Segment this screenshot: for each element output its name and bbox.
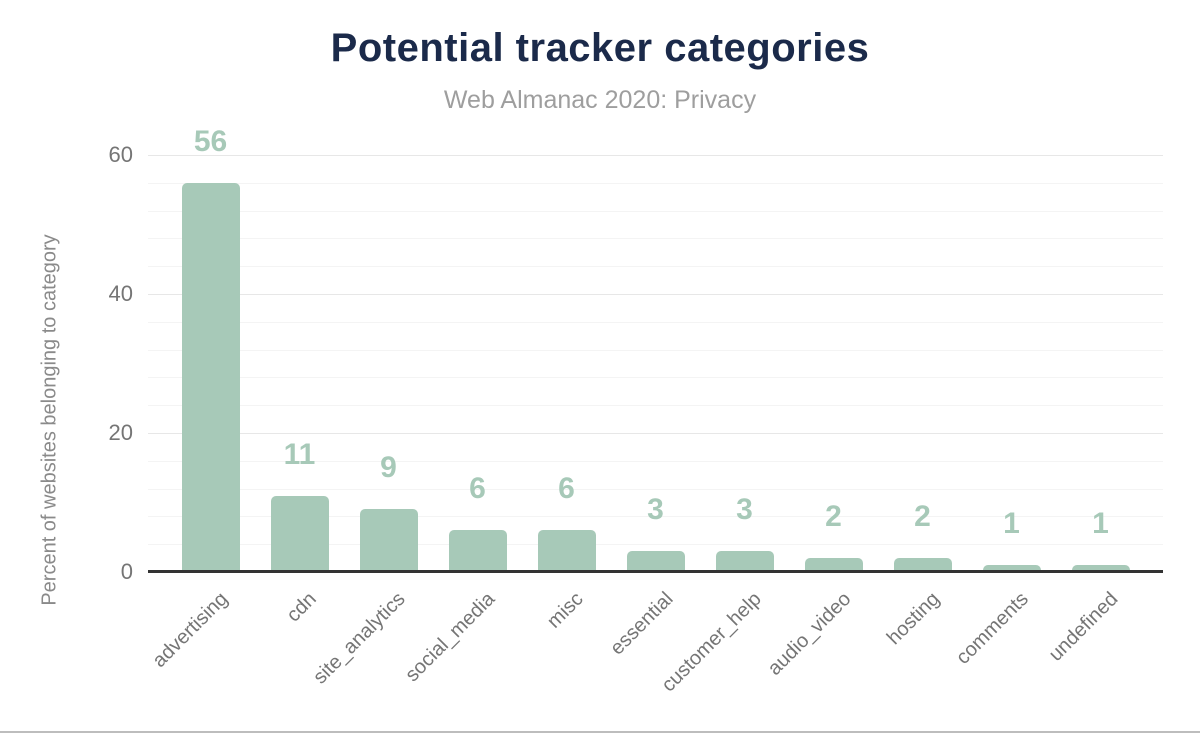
bar-customer_help [715, 551, 774, 572]
bar-site_analytics [359, 509, 418, 572]
minor-gridline [148, 349, 1163, 351]
minor-gridline [148, 488, 1163, 490]
bottom-divider [0, 731, 1200, 733]
x-tick-label-site_analytics: site_analytics [309, 588, 411, 689]
value-label-misc: 6 [558, 472, 575, 506]
minor-gridline [148, 377, 1163, 379]
value-label-customer_help: 3 [736, 493, 753, 527]
bar-misc [537, 530, 596, 572]
y-tick-label: 40 [108, 281, 133, 306]
bar-advertising [181, 182, 240, 572]
value-label-undefined: 1 [1092, 507, 1109, 541]
chart-subtitle: Web Almanac 2020: Privacy [443, 86, 757, 114]
minor-gridline [148, 516, 1163, 518]
minor-gridline [148, 544, 1163, 546]
value-label-cdn: 11 [283, 437, 316, 471]
value-label-comments: 1 [1003, 507, 1020, 541]
x-tick-label-social_media: social_media [400, 588, 500, 687]
minor-gridline [148, 460, 1163, 462]
minor-gridline [148, 405, 1163, 407]
major-gridline [148, 155, 1163, 156]
bar-essential [626, 551, 685, 572]
y-tick-label: 0 [120, 559, 133, 584]
value-label-advertising: 56 [193, 124, 228, 158]
bar-audio_video [804, 558, 863, 572]
value-label-essential: 3 [647, 493, 664, 527]
x-tick-label-advertising: advertising [148, 588, 233, 672]
minor-gridline [148, 210, 1163, 212]
bar-undefined [1071, 565, 1130, 572]
x-tick-label-comments: comments [952, 588, 1034, 669]
x-tick-label-essential: essential [605, 588, 678, 660]
major-gridline [148, 294, 1163, 295]
bar-comments [982, 565, 1041, 572]
x-tick-label-cdn: cdn [282, 588, 322, 627]
bar-hosting [893, 558, 952, 572]
minor-gridline [148, 238, 1163, 240]
value-label-audio_video: 2 [825, 500, 842, 534]
chart-title: Potential tracker categories [330, 26, 870, 70]
value-label-hosting: 2 [914, 500, 931, 534]
minor-gridline [148, 321, 1163, 323]
x-axis-line [148, 570, 1163, 573]
minor-gridline [148, 266, 1163, 268]
bar-social_media [448, 530, 507, 572]
y-tick-label: 60 [108, 142, 133, 167]
major-gridline [148, 433, 1163, 434]
x-tick-label-audio_video: audio_video [763, 588, 856, 680]
value-label-site_analytics: 9 [380, 451, 397, 485]
minor-gridline [148, 182, 1163, 184]
x-tick-label-hosting: hosting [882, 588, 945, 650]
bar-cdn [270, 495, 329, 572]
plot-area: 56 11 9 6 6 3 3 2 2 1 1 [148, 126, 1163, 572]
value-label-social_media: 6 [469, 472, 486, 506]
y-tick-label: 20 [108, 420, 133, 445]
x-tick-label-undefined: undefined [1044, 588, 1123, 666]
x-tick-label-misc: misc [543, 588, 589, 633]
